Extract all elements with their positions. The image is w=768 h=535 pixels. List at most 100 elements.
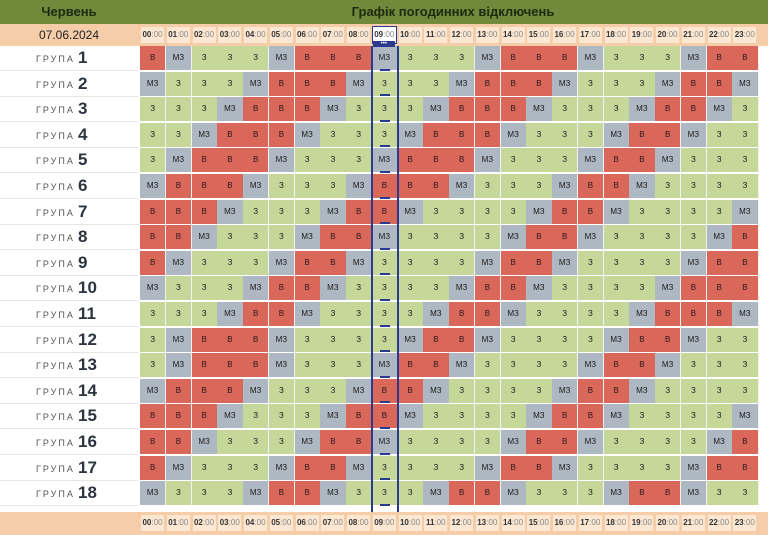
group-number: 13 bbox=[78, 355, 97, 375]
status-cell-g14-h03: В bbox=[217, 378, 244, 403]
status-cell-g8-h12: З bbox=[449, 225, 476, 250]
status-cell-g11-h19: МЗ bbox=[629, 302, 656, 326]
group-row-3: ГРУПА 3 З З З МЗ В В В МЗ З З З МЗ В В В МЗ З З З МЗ В В МЗ З bbox=[0, 97, 768, 123]
group-label: ГРУПА 10 bbox=[0, 276, 138, 302]
status-cell-g12-h19: В bbox=[629, 327, 656, 352]
hour-label-21: 21:00 bbox=[681, 27, 705, 43]
status-cell-g15-h05: З bbox=[268, 404, 295, 429]
status-cell-g17-h19: З bbox=[629, 455, 656, 480]
status-cell-g15-h07: МЗ bbox=[320, 404, 347, 429]
status-cell-g3-h13: В bbox=[474, 97, 501, 122]
hour-label-17: 17:00 bbox=[578, 27, 602, 43]
status-cell-g16-h20: З bbox=[655, 430, 682, 454]
status-cell-g5-h12: В bbox=[449, 148, 476, 173]
group-number: 15 bbox=[78, 406, 97, 426]
status-cell-g9-h01: МЗ bbox=[165, 250, 192, 275]
status-cell-g17-h21: МЗ bbox=[680, 455, 707, 480]
status-cell-g17-h04: З bbox=[243, 455, 270, 480]
status-cell-g11-h21: В bbox=[680, 302, 707, 326]
group-number: 10 bbox=[78, 278, 97, 298]
status-cell-g9-h22: В bbox=[706, 250, 733, 275]
status-cell-g16-h21: З bbox=[680, 430, 707, 454]
status-cell-g7-h22: З bbox=[706, 199, 733, 224]
page-title: Графік погодинних відключень bbox=[351, 4, 555, 19]
group-row-11: ГРУПА 11 З З З МЗ В В МЗ З З З З МЗ В В МЗ З З З З МЗ В В В МЗ bbox=[0, 302, 768, 327]
hour-label-09: 09:00 bbox=[372, 515, 396, 531]
status-cell-g1-h20: З bbox=[655, 46, 682, 70]
status-cell-g17-h16: МЗ bbox=[552, 455, 579, 480]
status-cell-g15-h01: В bbox=[165, 404, 192, 429]
status-cell-g4-h02: МЗ bbox=[191, 122, 218, 147]
status-cell-g9-h18: З bbox=[603, 250, 630, 275]
status-cell-g3-h14: В bbox=[500, 97, 527, 122]
status-cell-g18-h10: З bbox=[397, 481, 424, 506]
status-cell-g1-h21: МЗ bbox=[680, 46, 707, 70]
status-cell-g12-h04: В bbox=[243, 327, 270, 352]
status-cell-g12-h06: З bbox=[294, 327, 321, 352]
group-row-8: ГРУПА 8 В В МЗ З З З МЗ В В МЗ З З З З МЗ В В МЗ З З З З МЗ В bbox=[0, 225, 768, 251]
group-word: ГРУПА bbox=[36, 79, 75, 90]
status-cell-g4-h12: В bbox=[449, 122, 476, 147]
status-cell-g5-h23: З bbox=[732, 148, 759, 173]
status-cell-g9-h12: З bbox=[449, 250, 476, 275]
group-number: 7 bbox=[78, 201, 88, 221]
status-cell-g8-h06: МЗ bbox=[294, 225, 321, 250]
status-cell-g7-h05: З bbox=[268, 199, 295, 224]
status-cell-g13-h19: В bbox=[629, 353, 656, 378]
status-cell-g15-h11: З bbox=[423, 404, 450, 429]
status-cell-g6-h14: З bbox=[500, 174, 527, 198]
status-cell-g9-h21: МЗ bbox=[680, 250, 707, 275]
status-cell-g2-h10: З bbox=[397, 71, 424, 96]
status-cell-g15-h20: З bbox=[655, 404, 682, 429]
status-cell-g18-h13: В bbox=[474, 481, 501, 506]
status-cell-g8-h07: В bbox=[320, 225, 347, 250]
status-cell-g4-h06: МЗ bbox=[294, 122, 321, 147]
status-cell-g15-h06: З bbox=[294, 404, 321, 429]
status-cell-g7-h04: З bbox=[243, 199, 270, 224]
status-cell-g8-h14: МЗ bbox=[500, 225, 527, 250]
status-cell-g9-h08: МЗ bbox=[346, 250, 373, 275]
hour-label-11: 11:00 bbox=[424, 27, 448, 43]
status-cell-g4-h11: В bbox=[423, 122, 450, 147]
status-cell-g5-h00: З bbox=[140, 148, 167, 173]
status-cell-g3-h10: З bbox=[397, 97, 424, 122]
status-cell-g10-h14: В bbox=[500, 276, 527, 301]
group-number: 4 bbox=[78, 124, 88, 144]
hour-label-02: 02:00 bbox=[192, 27, 216, 43]
status-cell-g6-h11: В bbox=[423, 174, 450, 198]
group-row-1: ГРУПА 1 В МЗ З З З МЗ В В В МЗ З З З МЗ В В В МЗ З З З МЗ В В bbox=[0, 46, 768, 71]
status-cell-g18-h20: В bbox=[655, 481, 682, 506]
group-word: ГРУПА bbox=[36, 156, 75, 167]
status-cell-g9-h10: З bbox=[397, 250, 424, 275]
status-cell-g2-h11: З bbox=[423, 71, 450, 96]
status-cell-g16-h10: З bbox=[397, 430, 424, 454]
status-cell-g15-h12: З bbox=[449, 404, 476, 429]
status-cell-g9-h14: В bbox=[500, 250, 527, 275]
status-cell-g10-h07: МЗ bbox=[320, 276, 347, 301]
status-cell-g5-h15: З bbox=[526, 148, 553, 173]
hour-label-14: 14:00 bbox=[501, 27, 525, 43]
status-cell-g16-h23: В bbox=[732, 430, 759, 454]
status-cell-g8-h22: МЗ bbox=[706, 225, 733, 250]
status-cell-g12-h09: З bbox=[371, 327, 398, 352]
group-label: ГРУПА 1 bbox=[0, 46, 138, 71]
status-cell-g2-h06: В bbox=[294, 71, 321, 96]
status-cell-g18-h04: МЗ bbox=[243, 481, 270, 506]
status-cell-g1-h03: З bbox=[217, 46, 244, 70]
status-cell-g15-h18: МЗ bbox=[603, 404, 630, 429]
status-cell-g15-h22: З bbox=[706, 404, 733, 429]
group-row-10: ГРУПА 10 МЗ З З З МЗ В В МЗ З З З З МЗ В В МЗ З З З З МЗ В В В bbox=[0, 276, 768, 302]
status-cell-g10-h08: З bbox=[346, 276, 373, 301]
status-cell-g13-h18: В bbox=[603, 353, 630, 378]
group-number: 16 bbox=[78, 432, 97, 451]
status-cell-g4-h19: В bbox=[629, 122, 656, 147]
status-cell-g13-h05: МЗ bbox=[268, 353, 295, 378]
status-cell-g15-h21: З bbox=[680, 404, 707, 429]
hour-label-06: 06:00 bbox=[295, 515, 319, 531]
status-cell-g10-h22: В bbox=[706, 276, 733, 301]
status-cell-g13-h20: МЗ bbox=[655, 353, 682, 378]
status-cell-g10-h11: З bbox=[423, 276, 450, 301]
group-word: ГРУПА bbox=[36, 207, 75, 218]
status-cell-g15-h14: З bbox=[500, 404, 527, 429]
status-cell-g12-h16: З bbox=[552, 327, 579, 352]
